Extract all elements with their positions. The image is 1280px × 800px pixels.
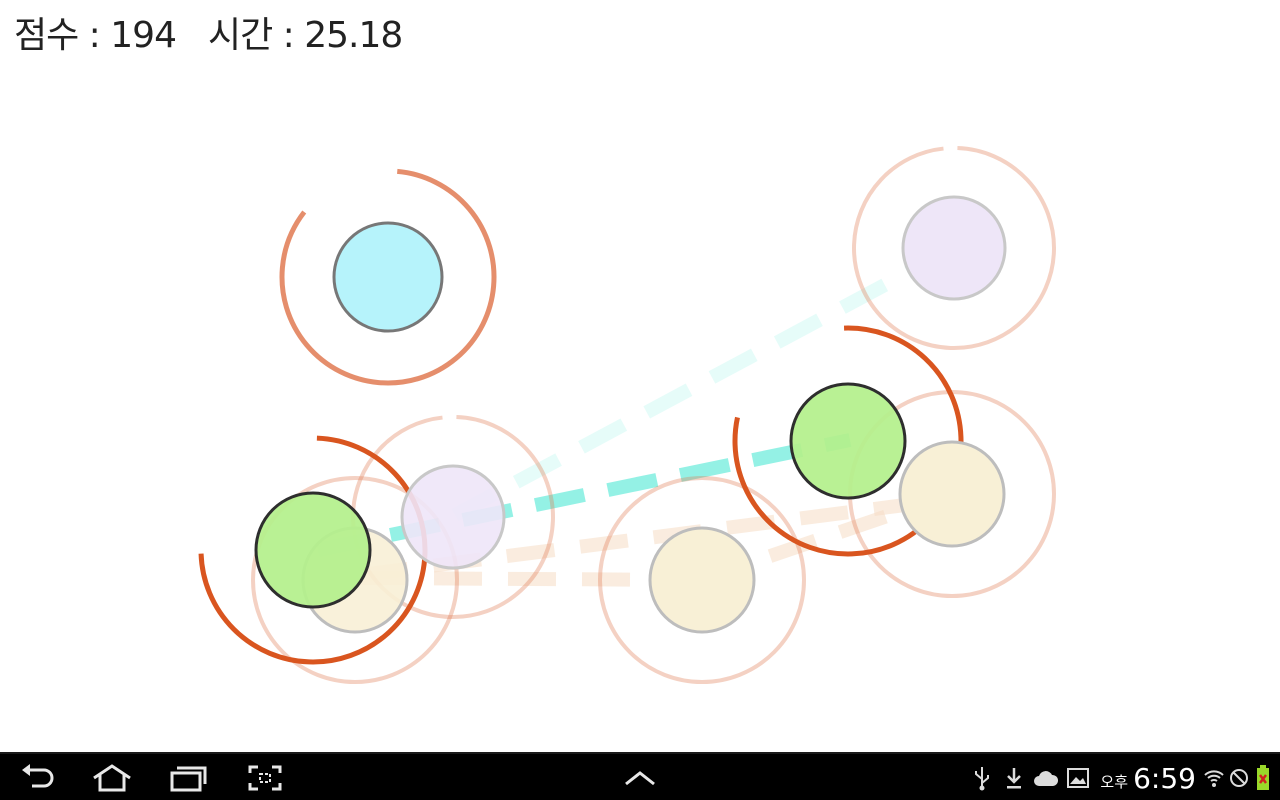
chevron-up-icon (625, 771, 655, 786)
players (254, 382, 907, 609)
node-yellow-center[interactable] (648, 526, 756, 634)
screenshot-button[interactable] (245, 760, 285, 796)
wifi-status (1202, 758, 1226, 798)
game-field[interactable] (0, 0, 1280, 752)
time-label: 시간 : 25.18 (207, 15, 403, 56)
player-ball-left[interactable] (254, 491, 372, 609)
wifi-icon (1204, 770, 1224, 787)
image-status (1066, 758, 1090, 798)
clock: 6:59 (1133, 761, 1196, 795)
ampm-label: 오후 (1100, 772, 1128, 791)
screenshot-icon (248, 765, 282, 791)
score-label: 점수 : 194 (14, 15, 177, 56)
node-purple-left[interactable] (400, 464, 506, 570)
download-icon (1007, 768, 1021, 789)
signal-status (1228, 758, 1250, 798)
home-button[interactable] (90, 760, 134, 796)
target-ring-center-yellow (598, 476, 806, 684)
node-purple-top[interactable] (901, 195, 1007, 301)
recent-apps-button[interactable] (168, 760, 208, 796)
system-bar: 오후 6:59 (0, 752, 1280, 800)
cyan-node-ring (279, 168, 497, 386)
back-arrow-icon (22, 764, 54, 788)
recent-apps-icon (170, 766, 207, 792)
link-line-beige-2 (359, 571, 701, 587)
download-status (1002, 758, 1026, 798)
up-button[interactable] (620, 760, 660, 796)
battery-icon (1257, 765, 1269, 790)
node-cyan[interactable] (332, 221, 444, 333)
usb-status (970, 758, 994, 798)
player-ball-right[interactable] (789, 382, 907, 500)
image-icon (1067, 768, 1089, 788)
no-signal-icon (1230, 769, 1248, 787)
link-line-faint-cyan (451, 243, 954, 522)
hud: 점수 : 194 시간 : 25.18 (14, 8, 403, 56)
cloud-icon (1034, 771, 1059, 786)
link-line-active-cyan (316, 433, 852, 557)
usb-icon (975, 767, 989, 791)
cloud-status (1032, 758, 1060, 798)
node-yellow-right[interactable] (898, 440, 1006, 548)
target-ring-left-yellow (251, 476, 459, 684)
home-icon (93, 764, 131, 792)
back-button[interactable] (18, 760, 58, 796)
battery-status (1254, 758, 1272, 798)
